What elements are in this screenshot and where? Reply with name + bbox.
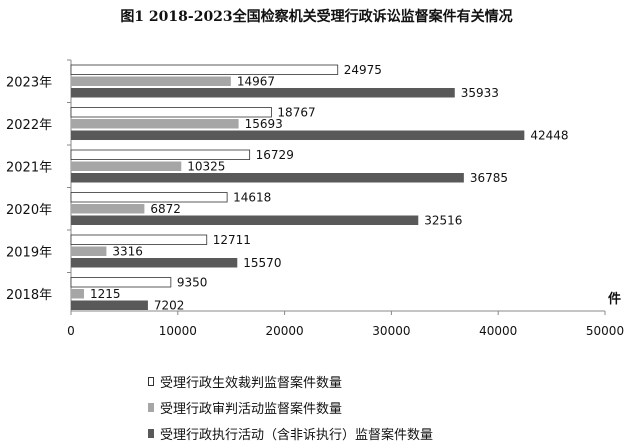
bars — [70, 64, 525, 310]
legend-label: 受理行政审判活动监督案件数量 — [160, 401, 343, 417]
x-tick-label: 40000 — [479, 324, 517, 338]
bar-2 — [71, 119, 239, 129]
data-label: 14967 — [237, 75, 275, 89]
category-label: 2018年 — [6, 288, 52, 303]
data-label: 42448 — [530, 129, 568, 143]
legend-swatch — [148, 402, 154, 412]
unit-label: 件 — [608, 291, 621, 307]
chart-title: 图1 2018-2023全国检察机关受理行政诉讼监督案件有关情况 — [120, 9, 513, 25]
data-label: 1215 — [90, 287, 121, 301]
data-label: 36785 — [470, 171, 508, 185]
data-label: 3316 — [112, 245, 143, 259]
bar-1 — [70, 149, 251, 160]
data-label: 24975 — [344, 63, 382, 77]
data-label: 15693 — [245, 117, 283, 131]
bar-2 — [71, 289, 84, 299]
bar-3 — [71, 300, 148, 310]
bar-1 — [70, 234, 208, 245]
bar-1 — [70, 277, 172, 288]
category-label: 2019年 — [6, 245, 52, 260]
data-label: 35933 — [461, 86, 499, 100]
bar-3 — [71, 258, 238, 268]
bar-3 — [71, 215, 419, 225]
data-label: 16729 — [256, 148, 294, 162]
data-label: 6872 — [150, 202, 181, 216]
data-label: 18767 — [277, 106, 315, 120]
legend-label: 受理行政生效裁判监督案件数量 — [160, 375, 343, 391]
legend-swatch — [148, 376, 154, 386]
x-tick-label: 50000 — [586, 324, 624, 338]
x-tick-label: 0 — [67, 324, 75, 338]
legend-label: 受理行政执行活动（含非诉执行）监督案件数量 — [160, 427, 434, 443]
bar-3 — [71, 173, 464, 183]
legend-swatch — [148, 428, 154, 438]
bar-3 — [71, 130, 525, 140]
x-tick-label: 20000 — [266, 324, 304, 338]
data-label: 12711 — [213, 233, 251, 247]
bar-1 — [70, 107, 272, 118]
bar-2 — [71, 246, 107, 256]
bar-3 — [71, 88, 455, 98]
category-label: 2023年 — [6, 75, 52, 90]
data-labels: 9350 1215 7202 12711 3316 15570 14618 6872 32516… — [90, 63, 569, 313]
bar-2 — [71, 161, 182, 171]
legend-item: 受理行政执行活动（含非诉执行）监督案件数量 — [148, 420, 433, 446]
data-label: 32516 — [424, 214, 462, 228]
x-tick-label: 10000 — [159, 324, 197, 338]
category-label: 2021年 — [6, 160, 52, 175]
data-label: 10325 — [187, 160, 225, 174]
data-label: 14618 — [233, 191, 271, 205]
x-tick-label: 30000 — [372, 324, 410, 338]
category-label: 2020年 — [6, 203, 52, 218]
legend-item: 受理行政审判活动监督案件数量 — [148, 394, 433, 420]
data-label: 9350 — [177, 276, 208, 290]
bar-2 — [71, 76, 231, 86]
data-label: 15570 — [243, 256, 281, 270]
bar-2 — [71, 204, 145, 214]
data-label: 7202 — [154, 299, 185, 313]
category-label: 2022年 — [6, 118, 52, 133]
legend-item: 受理行政生效裁判监督案件数量 — [148, 368, 433, 394]
legend: 受理行政生效裁判监督案件数量 受理行政审判活动监督案件数量受理行政执行活动（含非诉… — [148, 368, 433, 446]
bar-1 — [70, 64, 339, 75]
bar-1 — [70, 192, 228, 203]
axes: 0 10000 20000 30000 40000 50000 件 2018年 2019年 202… — [6, 59, 624, 338]
